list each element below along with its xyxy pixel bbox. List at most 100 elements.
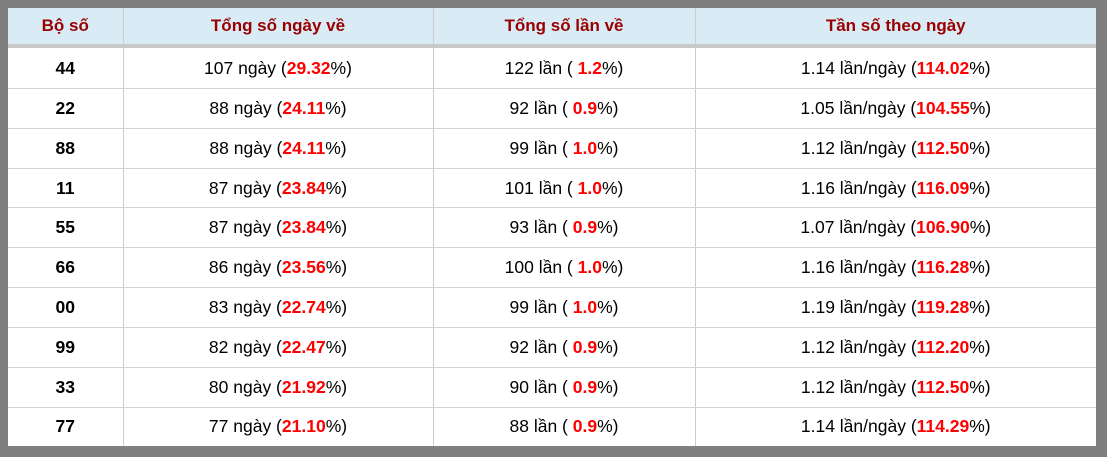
- table-row: 99 82 ngày (22.47%) 92 lần ( 0.9%) 1.12 …: [8, 327, 1096, 368]
- frequency-value: 1.12 lần/ngày (112.20%): [800, 336, 991, 357]
- cell-times: 92 lần ( 0.9%): [432, 327, 695, 368]
- cell-times: 99 lần ( 1.0%): [432, 128, 695, 169]
- table-row: 00 83 ngày (22.74%) 99 lần ( 1.0%) 1.19 …: [8, 287, 1096, 328]
- pair-value: 33: [55, 376, 75, 397]
- cell-frequency: 1.12 lần/ngày (112.50%): [694, 128, 1096, 169]
- days-value: 88 ngày (24.11%): [209, 97, 347, 118]
- frequency-value: 1.14 lần/ngày (114.29%): [800, 416, 991, 437]
- cell-pair: 00: [8, 287, 123, 328]
- column-header-frequency: Tần số theo ngày: [694, 8, 1096, 48]
- cell-frequency: 1.12 lần/ngày (112.20%): [694, 327, 1096, 368]
- cell-frequency: 1.19 lần/ngày (119.28%): [694, 287, 1096, 328]
- cell-times: 90 lần ( 0.9%): [432, 367, 695, 408]
- table-row: 88 88 ngày (24.11%) 99 lần ( 1.0%) 1.12 …: [8, 128, 1096, 169]
- pair-value: 44: [55, 57, 75, 78]
- times-value: 93 lần ( 0.9%): [509, 217, 619, 238]
- days-value: 88 ngày (24.11%): [209, 137, 347, 158]
- cell-days: 83 ngày (22.74%): [122, 287, 433, 328]
- column-header-pair: Bộ số: [8, 8, 123, 48]
- cell-days: 88 ngày (24.11%): [122, 128, 433, 169]
- days-value: 87 ngày (23.84%): [208, 177, 348, 198]
- cell-frequency: 1.07 lần/ngày (106.90%): [694, 207, 1096, 249]
- days-value: 80 ngày (21.92%): [208, 376, 348, 397]
- cell-frequency: 1.16 lần/ngày (116.09%): [694, 168, 1096, 209]
- cell-days: 88 ngày (24.11%): [122, 88, 433, 129]
- cell-times: 93 lần ( 0.9%): [432, 207, 695, 249]
- pair-value: 11: [56, 177, 75, 198]
- table-row: 44 107 ngày (29.32%) 122 lần ( 1.2%) 1.1…: [8, 46, 1096, 90]
- table-body: 44 107 ngày (29.32%) 122 lần ( 1.2%) 1.1…: [8, 46, 1096, 446]
- table-row: 55 87 ngày (23.84%) 93 lần ( 0.9%) 1.07 …: [8, 207, 1096, 249]
- frequency-value: 1.05 lần/ngày (104.55%): [800, 97, 992, 118]
- frequency-value: 1.12 lần/ngày (112.50%): [800, 137, 991, 158]
- days-value: 107 ngày (29.32%): [204, 57, 352, 78]
- times-value: 99 lần ( 1.0%): [509, 137, 619, 158]
- header-row: Bộ số Tổng số ngày về Tổng số lần về Tần…: [8, 8, 1096, 48]
- cell-frequency: 1.05 lần/ngày (104.55%): [694, 88, 1096, 129]
- cell-frequency: 1.14 lần/ngày (114.02%): [694, 46, 1096, 90]
- times-value: 100 lần ( 1.0%): [504, 257, 624, 278]
- cell-times: 122 lần ( 1.2%): [432, 46, 695, 90]
- frequency-value: 1.16 lần/ngày (116.09%): [800, 177, 991, 198]
- pair-value: 22: [55, 97, 75, 118]
- table-container: Bộ số Tổng số ngày về Tổng số lần về Tần…: [8, 8, 1096, 446]
- frequency-value: 1.07 lần/ngày (106.90%): [800, 217, 992, 238]
- table-row: 11 87 ngày (23.84%) 101 lần ( 1.0%) 1.16…: [8, 168, 1096, 209]
- cell-times: 101 lần ( 1.0%): [432, 168, 695, 209]
- lottery-pair-statistics-table: Bộ số Tổng số ngày về Tổng số lần về Tần…: [8, 8, 1096, 446]
- cell-days: 80 ngày (21.92%): [122, 367, 433, 408]
- days-value: 86 ngày (23.56%): [208, 257, 348, 278]
- pair-value: 77: [55, 416, 75, 437]
- cell-days: 107 ngày (29.32%): [122, 46, 433, 90]
- table-header: Bộ số Tổng số ngày về Tổng số lần về Tần…: [8, 8, 1096, 48]
- times-value: 92 lần ( 0.9%): [509, 336, 619, 357]
- frequency-value: 1.12 lần/ngày (112.50%): [800, 376, 991, 397]
- times-value: 101 lần ( 1.0%): [504, 177, 624, 198]
- pair-value: 66: [55, 257, 75, 278]
- cell-times: 88 lần ( 0.9%): [432, 407, 695, 446]
- frequency-value: 1.16 lần/ngày (116.28%): [800, 257, 991, 278]
- days-value: 82 ngày (22.47%): [208, 336, 348, 357]
- cell-times: 92 lần ( 0.9%): [432, 88, 695, 129]
- times-value: 99 lần ( 1.0%): [509, 297, 619, 317]
- times-value: 122 lần ( 1.2%): [504, 57, 624, 78]
- cell-pair: 77: [8, 407, 123, 446]
- times-value: 90 lần ( 0.9%): [509, 376, 619, 397]
- cell-pair: 88: [8, 128, 123, 169]
- cell-frequency: 1.16 lần/ngày (116.28%): [694, 247, 1096, 289]
- pair-value: 55: [55, 217, 75, 238]
- table-row: 22 88 ngày (24.11%) 92 lần ( 0.9%) 1.05 …: [8, 88, 1096, 129]
- pair-value: 99: [55, 336, 75, 357]
- cell-pair: 22: [8, 88, 123, 129]
- frequency-value: 1.14 lần/ngày (114.02%): [800, 57, 991, 78]
- table-row: 66 86 ngày (23.56%) 100 lần ( 1.0%) 1.16…: [8, 247, 1096, 289]
- times-value: 88 lần ( 0.9%): [509, 416, 619, 437]
- days-value: 87 ngày (23.84%): [208, 217, 348, 238]
- days-value: 83 ngày (22.74%): [208, 297, 348, 317]
- cell-pair: 44: [8, 46, 123, 90]
- cell-days: 87 ngày (23.84%): [122, 207, 433, 249]
- column-header-days: Tổng số ngày về: [122, 8, 433, 48]
- pair-value: 88: [55, 137, 75, 158]
- cell-times: 99 lần ( 1.0%): [432, 287, 695, 328]
- frequency-value: 1.19 lần/ngày (119.28%): [800, 297, 991, 317]
- cell-pair: 11: [8, 168, 123, 209]
- table-row: 77 77 ngày (21.10%) 88 lần ( 0.9%) 1.14 …: [8, 407, 1096, 446]
- cell-frequency: 1.12 lần/ngày (112.50%): [694, 367, 1096, 408]
- cell-pair: 99: [8, 327, 123, 368]
- cell-pair: 66: [8, 247, 123, 289]
- column-header-times: Tổng số lần về: [432, 8, 695, 48]
- cell-days: 87 ngày (23.84%): [122, 168, 433, 209]
- table-row: 33 80 ngày (21.92%) 90 lần ( 0.9%) 1.12 …: [8, 367, 1096, 408]
- cell-days: 82 ngày (22.47%): [122, 327, 433, 368]
- cell-pair: 33: [8, 367, 123, 408]
- cell-frequency: 1.14 lần/ngày (114.29%): [694, 407, 1096, 446]
- pair-value: 00: [55, 297, 75, 317]
- cell-times: 100 lần ( 1.0%): [432, 247, 695, 289]
- times-value: 92 lần ( 0.9%): [509, 97, 619, 118]
- cell-days: 86 ngày (23.56%): [122, 247, 433, 289]
- cell-days: 77 ngày (21.10%): [122, 407, 433, 446]
- days-value: 77 ngày (21.10%): [208, 416, 348, 437]
- cell-pair: 55: [8, 207, 123, 249]
